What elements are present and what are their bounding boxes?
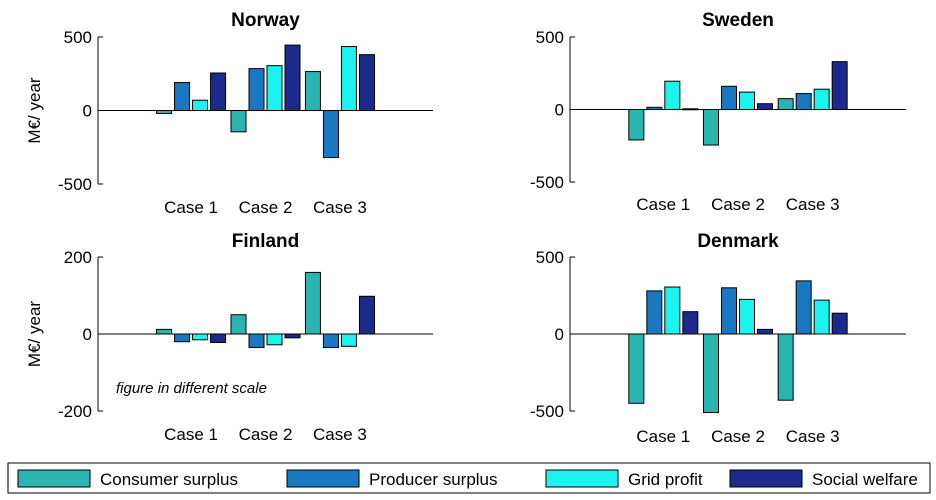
bar-grid-profit [813,88,830,110]
chart-annotation: figure in different scale [116,380,267,397]
bar-grid-profit [739,91,755,110]
y-tick-label: 0 [555,325,564,344]
x-tick-label: Case 2 [239,198,293,217]
bar-grid-profit [340,46,357,111]
legend-swatch [17,469,91,488]
bar-producer-surplus [248,333,265,348]
legend-label: Consumer surplus [100,470,238,489]
bar-consumer-surplus [777,98,794,110]
bar-producer-surplus [721,287,737,335]
bar-producer-surplus [646,106,663,110]
legend-label: Producer surplus [369,470,498,489]
bar-social-welfare [682,108,699,111]
bar-consumer-surplus [777,333,794,401]
chart-title: Norway [231,10,300,31]
bar-producer-surplus [721,85,737,111]
chart-panel-finland: Finland 200 0 -200 M€/ year Case 1 Case 2 Case … [25,231,433,444]
bar-consumer-surplus [156,328,173,335]
bar-social-welfare [358,54,375,111]
y-tick-label: 500 [536,248,564,267]
bar-grid-profit [739,298,755,335]
bar-producer-surplus [322,333,339,348]
bar-social-welfare [284,333,301,339]
bar-grid-profit [266,333,283,346]
bar-social-welfare [682,311,699,335]
bar-consumer-surplus [156,110,173,114]
chart-title: Denmark [697,231,779,252]
bar-producer-surplus [248,68,265,112]
y-tick-label: 0 [83,325,92,344]
y-tick-label: 200 [64,248,92,267]
legend-swatch [545,469,619,488]
bar-grid-profit [192,333,209,341]
bar-social-welfare [831,61,848,110]
legend-swatch [729,469,803,488]
bar-social-welfare [284,44,301,111]
x-tick-label: Case 1 [164,425,218,444]
bar-social-welfare [757,103,773,110]
bar-social-welfare [210,333,227,343]
bar-grid-profit [664,286,681,335]
bar-consumer-surplus [703,109,719,146]
bar-producer-surplus [795,280,812,335]
chart-panel-denmark: Denmark 500 0 -500 Case 1 Case 2 Case 3 [530,231,906,446]
y-tick-label: 500 [64,28,92,47]
y-tick-label: -200 [58,402,92,421]
bar-producer-surplus [646,290,663,335]
bar-consumer-surplus [230,110,247,133]
legend: Consumer surplus Producer surplus Grid pro… [7,462,931,494]
bar-grid-profit [340,333,357,347]
y-tick-label: 0 [555,101,564,120]
bar-consumer-surplus [230,314,247,335]
x-tick-label: Case 2 [239,425,293,444]
x-tick-label: Case 3 [313,425,367,444]
y-axis-label: M€/ year [25,301,44,367]
y-tick-label: -500 [58,175,92,194]
bar-consumer-surplus [703,333,719,414]
bar-grid-profit [664,80,681,110]
bar-consumer-surplus [628,109,645,141]
bar-producer-surplus [174,82,191,111]
y-axis-label: M€/ year [25,77,44,143]
y-tick-label: 500 [536,28,564,47]
chart-panels: Norway 500 0 -500 M€/ year Case 1 Case 2 Case 3… [25,10,906,446]
bar-consumer-surplus [628,333,645,404]
bar-social-welfare [757,328,773,335]
bar-social-welfare [358,295,375,335]
bar-grid-profit [813,299,830,335]
y-tick-label: -500 [530,173,564,192]
y-tick-label: 0 [83,102,92,121]
chart-panel-sweden: Sweden 500 0 -500 Case 1 Case 2 Case 3 [530,10,906,214]
bar-consumer-surplus [304,71,321,111]
bar-producer-surplus [322,110,339,159]
chart-title: Finland [232,231,300,252]
x-tick-label: Case 3 [313,198,367,217]
x-tick-label: Case 2 [711,195,765,214]
x-tick-label: Case 1 [636,195,690,214]
bar-producer-surplus [795,93,812,111]
x-tick-label: Case 3 [786,427,840,446]
x-tick-label: Case 1 [636,427,690,446]
bar-social-welfare [210,72,227,111]
bar-social-welfare [831,312,848,335]
legend-label: Grid profit [628,470,703,489]
legend-swatch [286,469,360,488]
bar-grid-profit [266,65,283,111]
x-tick-label: Case 1 [164,198,218,217]
bar-grid-profit [192,99,209,111]
x-tick-label: Case 2 [711,427,765,446]
legend-label: Social welfare [812,470,918,489]
chart-panel-norway: Norway 500 0 -500 M€/ year Case 1 Case 2 Case 3 [25,10,433,217]
bar-producer-surplus [174,333,191,343]
chart-title: Sweden [702,10,774,31]
x-tick-label: Case 3 [786,195,840,214]
y-tick-label: -500 [530,402,564,421]
bar-consumer-surplus [304,271,321,335]
